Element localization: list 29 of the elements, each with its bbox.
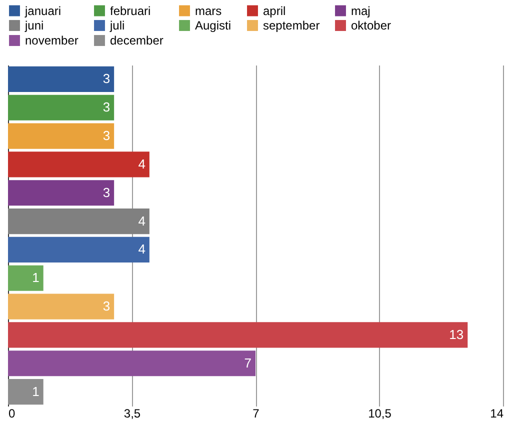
legend-label: juni	[24, 18, 44, 32]
legend-label: februari	[110, 4, 151, 18]
x-tick-label: 14	[490, 406, 504, 420]
data-label: 4	[138, 242, 146, 257]
legend-label: maj	[351, 4, 370, 18]
data-label: 3	[102, 100, 110, 115]
legend-label: januari	[24, 4, 62, 18]
data-label: 4	[138, 213, 146, 228]
legend-label: Augisti	[195, 18, 232, 32]
data-label: 13	[449, 326, 464, 342]
x-tick-label: 3,5	[124, 406, 141, 420]
legend-label: december	[110, 34, 164, 48]
x-tick-label: 0	[8, 406, 16, 420]
data-label: 3	[102, 184, 110, 200]
data-label: 7	[244, 355, 252, 370]
data-label: 1	[32, 384, 40, 399]
data-label: 3	[102, 298, 110, 314]
legend-label: april	[263, 4, 286, 18]
data-label: 3	[102, 71, 110, 86]
data-label: 3	[102, 128, 110, 144]
legend-label: juli	[109, 18, 125, 32]
data-label: 1	[32, 270, 40, 286]
data-label: 4	[138, 156, 146, 172]
x-tick-label: 10,5	[368, 406, 392, 420]
legend-label: mars	[195, 4, 222, 18]
legend-label: oktober	[351, 18, 392, 32]
legend-label: november	[25, 34, 78, 48]
x-tick-label: 7	[252, 406, 260, 420]
legend-label: september	[263, 18, 320, 32]
